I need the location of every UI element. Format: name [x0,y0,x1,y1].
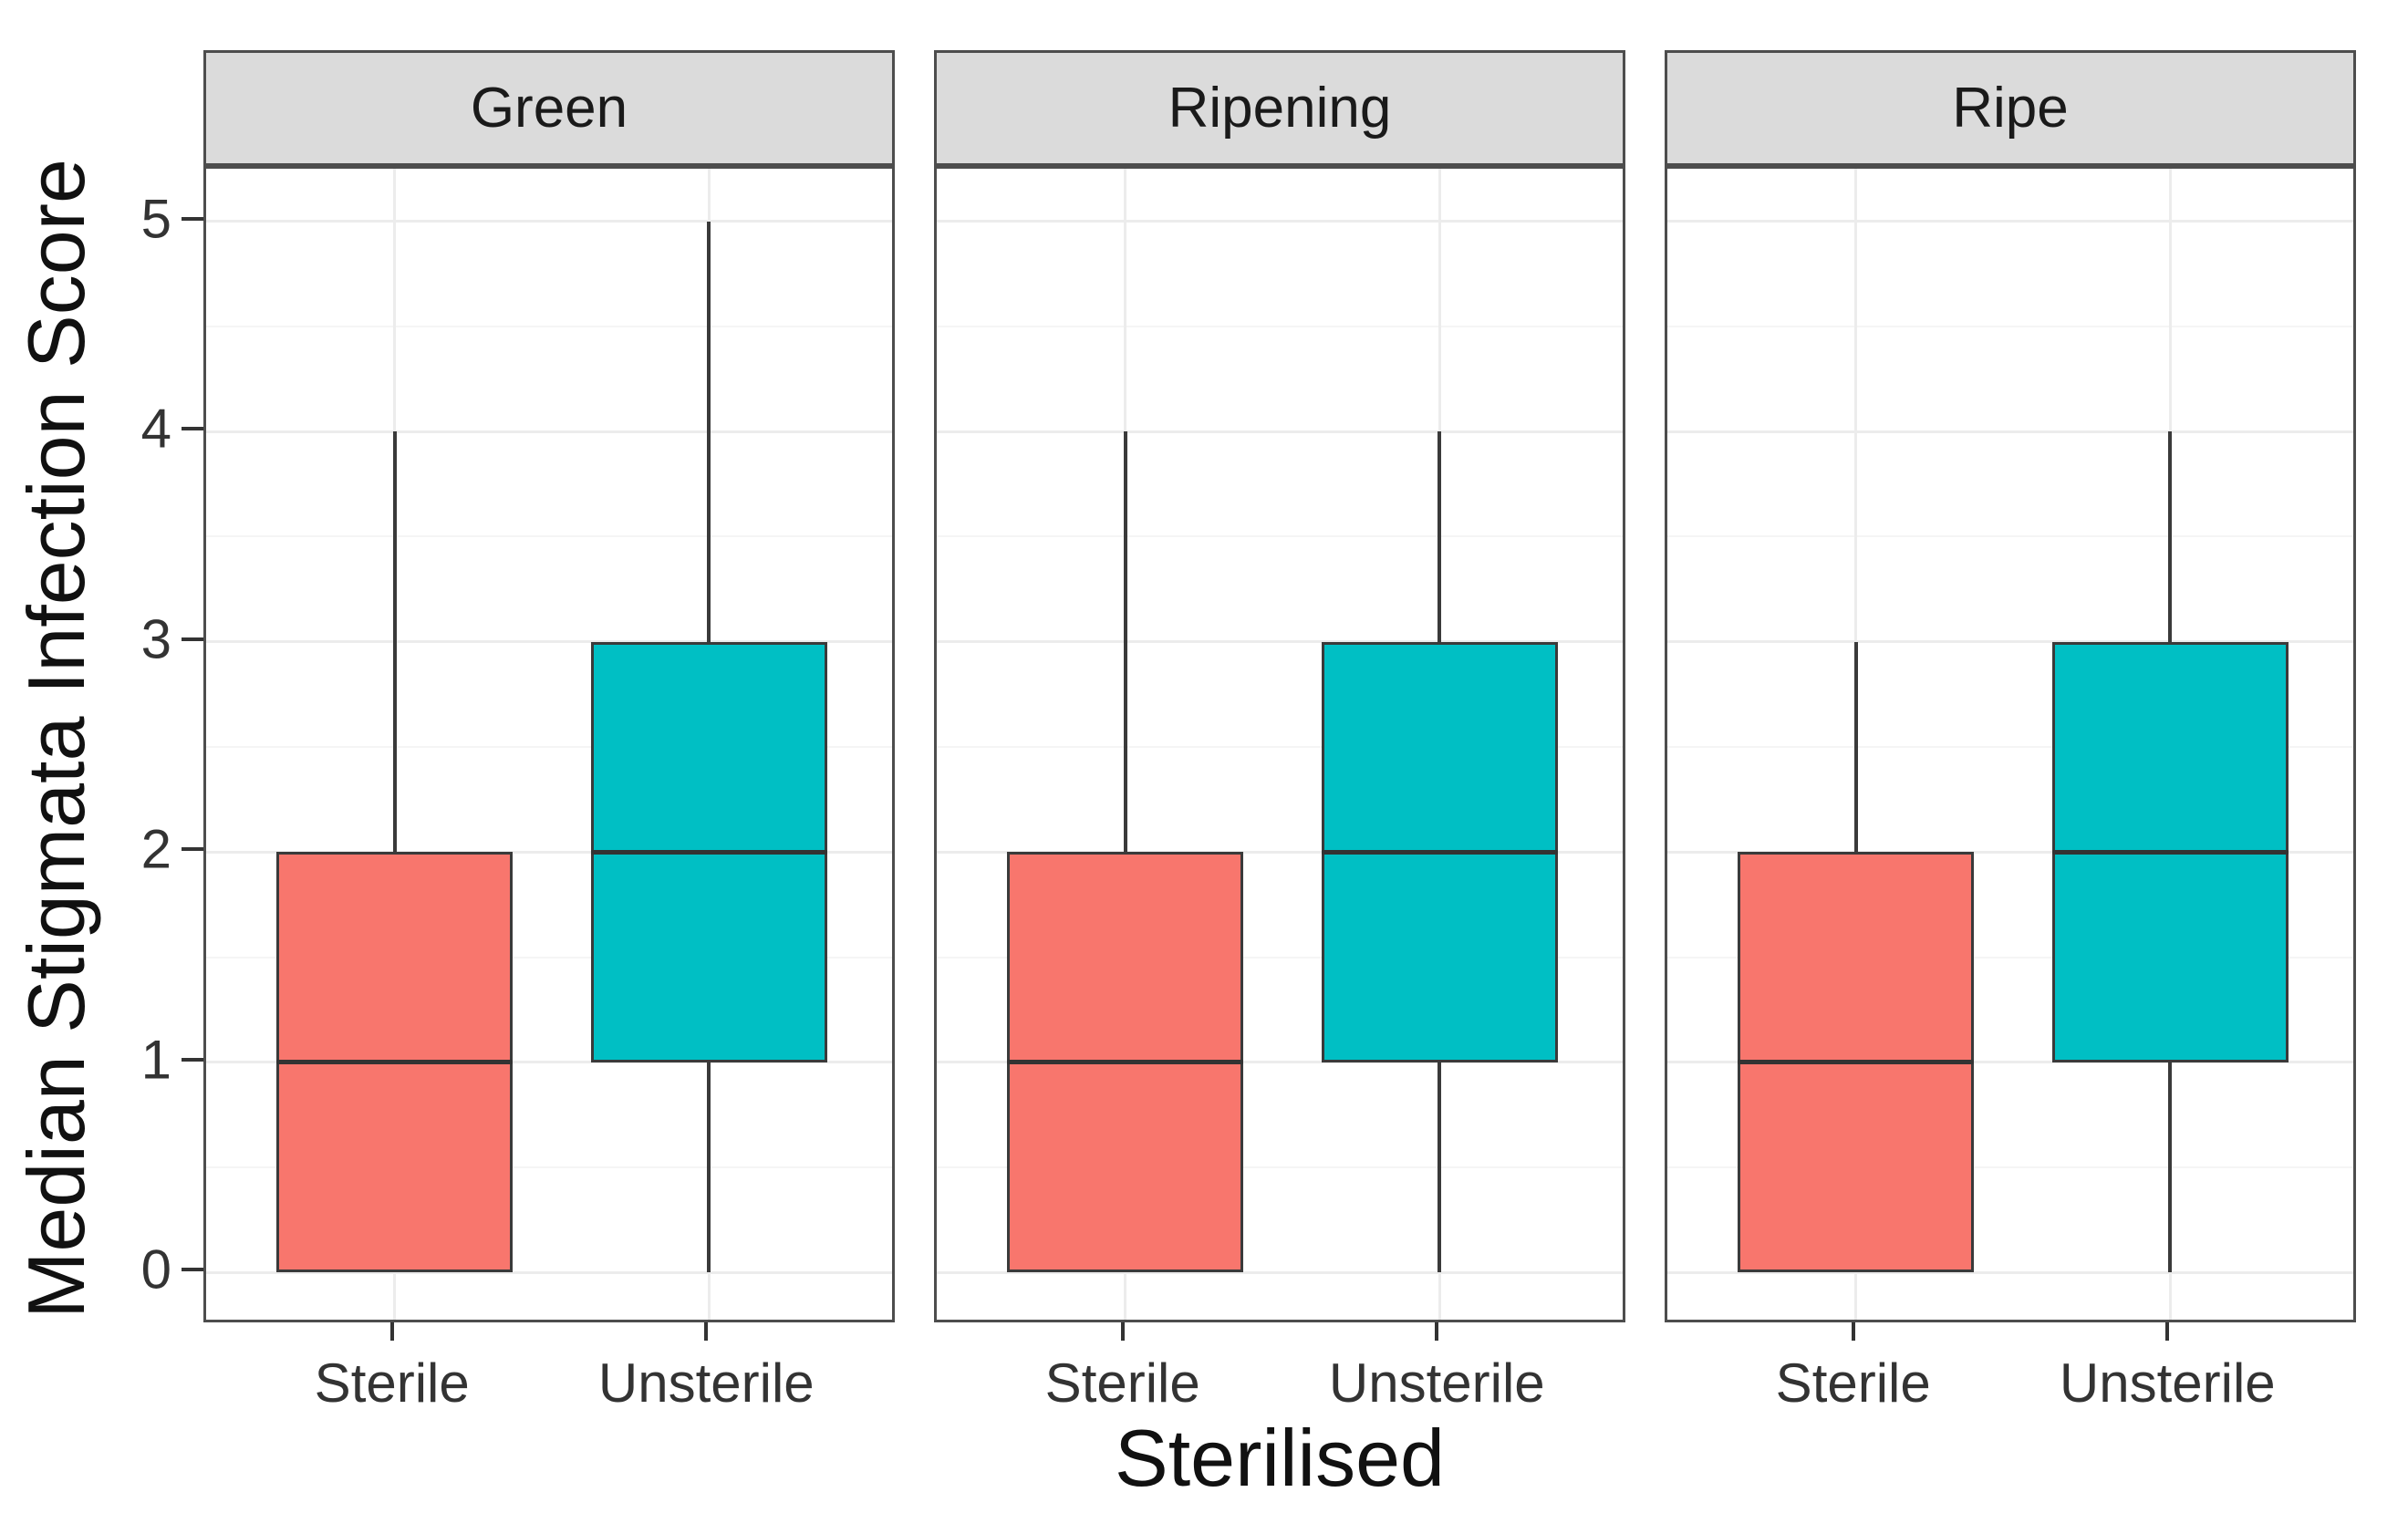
median-line-sterile [1007,1060,1243,1065]
facet-strip-ripening: Ripening [934,50,1625,166]
y-tick-mark-1 [182,1057,203,1062]
major-gridline [206,640,892,644]
y-axis-title: Median Stigmata Infection Score [11,159,101,1319]
x-tick-mark [704,1322,709,1341]
x-tick-label-unsterile: Unsterile [2059,1352,2276,1414]
major-gridline [937,1270,1623,1274]
minor-gridline [206,956,892,959]
y-tick-label-3: 3 [140,608,171,670]
y-tick-label-1: 1 [140,1029,171,1091]
major-gridline [937,1061,1623,1064]
median-line-unsterile [2052,849,2289,855]
y-tick-mark-0 [182,1268,203,1272]
x-tick-mark [1120,1322,1125,1341]
x-tick-label-unsterile: Unsterile [597,1352,815,1414]
minor-gridline [937,746,1623,748]
y-tick-mark-4 [182,427,203,431]
y-tick-label-5: 5 [140,188,171,250]
x-tick-label-unsterile: Unsterile [1328,1352,1545,1414]
facet-panel-ripe [1665,166,2356,1322]
minor-gridline [937,1166,1623,1169]
y-tick-mark-2 [182,847,203,852]
major-gridline [937,430,1623,433]
major-gridline [937,850,1623,854]
y-tick-mark-5 [182,216,203,221]
minor-gridline [206,1166,892,1169]
major-gridline [206,220,892,223]
whisker-sterile [1123,431,1127,1273]
y-tick-label-0: 0 [140,1238,171,1301]
x-tick-label-sterile: Sterile [1775,1352,1931,1414]
major-gridline [1667,850,2353,854]
x-tick-mark [1851,1322,1855,1341]
y-tick-label-4: 4 [140,398,171,460]
minor-gridline [1667,746,2353,748]
median-line-sterile [276,1060,513,1065]
x-tick-label-sterile: Sterile [314,1352,470,1414]
y-tick-mark-3 [182,637,203,641]
major-gridline [206,1061,892,1064]
median-line-unsterile [591,849,827,855]
major-gridline [937,640,1623,644]
y-tick-label-2: 2 [140,818,171,880]
facet-strip-green: Green [203,50,895,166]
minor-gridline [1667,956,2353,959]
minor-gridline [1667,1166,2353,1169]
major-gridline [1667,1270,2353,1274]
minor-gridline [206,535,892,538]
major-gridline [206,430,892,433]
major-gridline [1667,430,2353,433]
x-axis-title: Sterilised [1115,1413,1445,1503]
major-gridline [1667,220,2353,223]
minor-gridline [937,535,1623,538]
major-gridline [206,1270,892,1274]
facet-panel-green [203,166,895,1322]
facet-strip-label: Ripening [1168,77,1392,140]
median-line-sterile [1738,1060,1974,1065]
whisker-sterile [392,431,397,1273]
facet-panel-ripening [934,166,1625,1322]
facet-strip-label: Ripe [1952,77,2069,140]
minor-gridline [206,325,892,327]
x-tick-mark [1435,1322,1439,1341]
minor-gridline [937,325,1623,327]
x-tick-mark [389,1322,394,1341]
major-gridline [1667,640,2353,644]
x-tick-mark [2165,1322,2170,1341]
minor-gridline [206,746,892,748]
minor-gridline [1667,535,2353,538]
major-gridline [206,850,892,854]
minor-gridline [937,956,1623,959]
median-line-unsterile [1322,849,1558,855]
x-tick-label-sterile: Sterile [1044,1352,1200,1414]
facet-strip-ripe: Ripe [1665,50,2356,166]
minor-gridline [1667,325,2353,327]
major-gridline [937,220,1623,223]
facet-strip-label: Green [470,77,628,140]
major-gridline [1667,1061,2353,1064]
